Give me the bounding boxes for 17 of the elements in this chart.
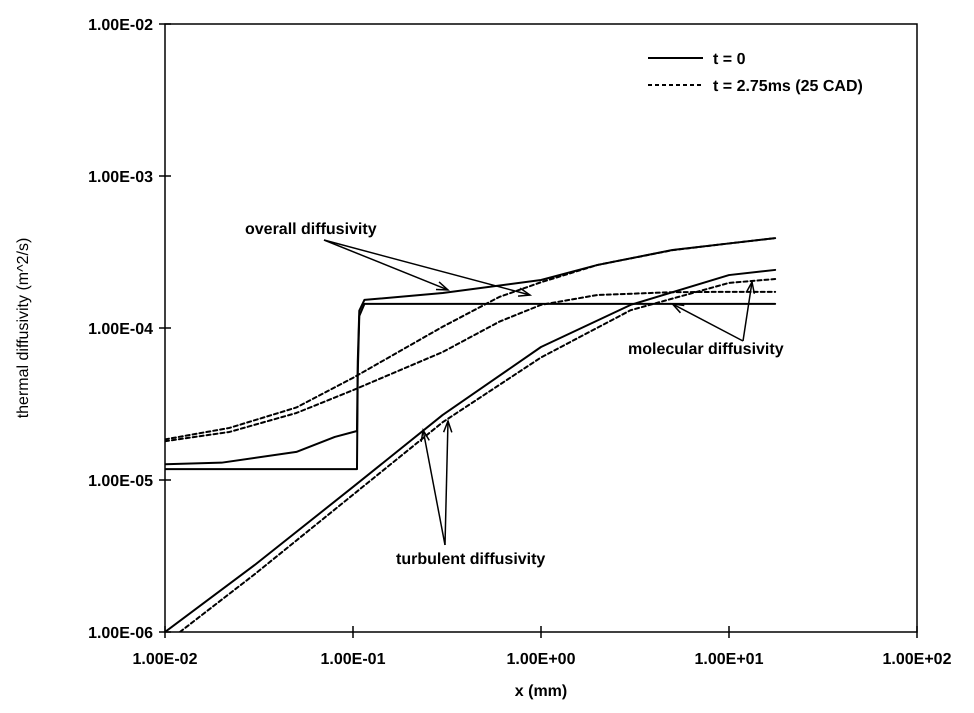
- legend-label: t = 2.75ms (25 CAD): [713, 78, 863, 95]
- annotation: overall diffusivity: [245, 221, 377, 238]
- y-axis-title: thermal diffusivity (m^2/s): [15, 238, 32, 418]
- annotation: turbulent diffusivity: [396, 551, 546, 568]
- x-tick-label: 1.00E+00: [506, 651, 576, 668]
- y-tick-label: 1.00E-02: [88, 17, 154, 34]
- y-tick-label: 1.00E-04: [88, 321, 154, 338]
- x-tick-label: 1.00E+01: [694, 651, 764, 668]
- y-tick-label: 1.00E-05: [88, 473, 154, 490]
- x-axis-title: x (mm): [514, 683, 568, 700]
- x-tick-label: 1.00E-02: [132, 651, 198, 668]
- y-tick-label: 1.00E-06: [88, 625, 154, 642]
- legend-label: t = 0: [713, 51, 746, 68]
- annotation: molecular diffusivity: [628, 341, 784, 358]
- x-tick-label: 1.00E+02: [882, 651, 952, 668]
- y-tick-label: 1.00E-03: [88, 169, 154, 186]
- x-tick-label: 1.00E-01: [320, 651, 386, 668]
